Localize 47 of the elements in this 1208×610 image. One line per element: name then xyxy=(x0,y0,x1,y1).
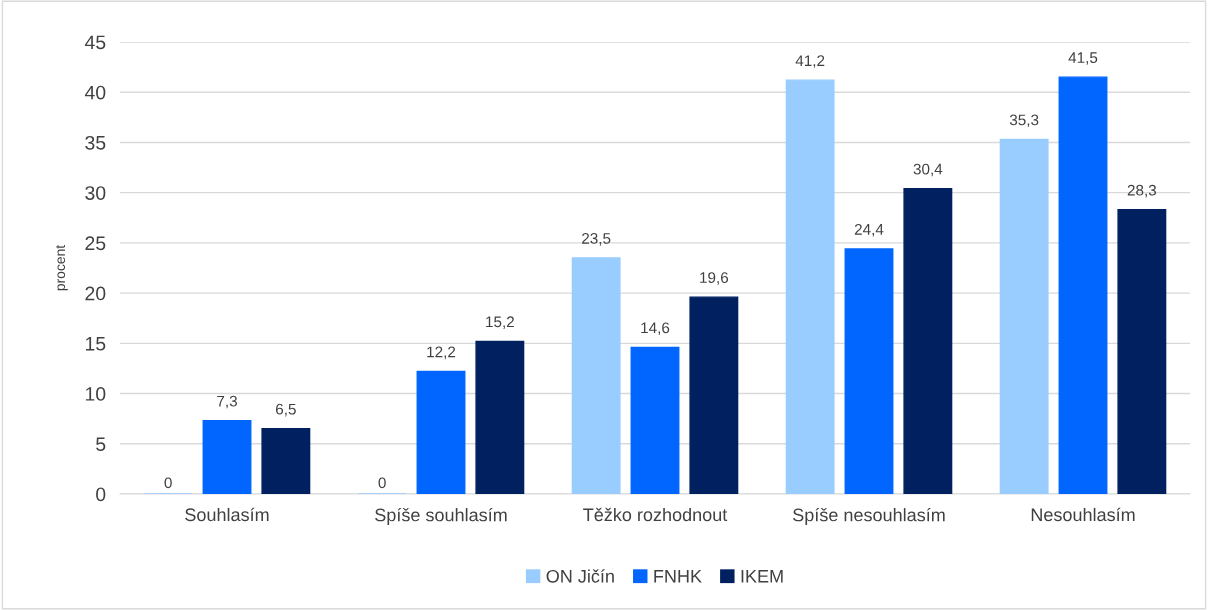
data-label: 41,2 xyxy=(795,55,825,68)
legend-label: IKEM xyxy=(741,570,783,583)
y-tick-label: 20 xyxy=(85,286,106,301)
data-label: 35,3 xyxy=(1009,114,1039,128)
data-label: 41,5 xyxy=(1068,52,1098,65)
data-label: 14,6 xyxy=(641,322,670,336)
y-tick-label: 10 xyxy=(85,387,106,401)
bar xyxy=(844,248,894,494)
bar xyxy=(630,346,680,494)
data-label: 7,3 xyxy=(217,395,237,409)
data-label: 6,5 xyxy=(276,403,296,417)
data-label: 0 xyxy=(378,477,386,489)
bar xyxy=(261,428,311,494)
bar xyxy=(416,370,466,494)
bar xyxy=(571,257,621,494)
data-label: 28,3 xyxy=(1127,184,1157,198)
y-tick-label: 45 xyxy=(84,35,106,50)
data-label: 0 xyxy=(164,477,172,489)
x-tick-label: Souhlasím xyxy=(185,507,269,522)
bar xyxy=(1117,209,1167,494)
bar xyxy=(202,419,252,494)
x-tick-label: Spíše souhlasím xyxy=(375,507,507,525)
bar xyxy=(785,79,835,494)
y-tick-label: 5 xyxy=(96,437,106,452)
legend-label: FNHK xyxy=(654,570,702,583)
y-tick-label: 30 xyxy=(85,186,106,200)
y-tick-label: 35 xyxy=(85,135,106,150)
y-tick-label: 25 xyxy=(85,236,106,251)
y-tick-label: 0 xyxy=(96,487,106,502)
y-tick-label: 40 xyxy=(84,85,106,100)
bar xyxy=(689,296,739,494)
bar xyxy=(475,340,525,494)
data-label: 19,6 xyxy=(700,272,729,285)
y-tick-label: 15 xyxy=(85,337,106,351)
x-tick-label: Nesouhlasím xyxy=(1031,507,1135,522)
data-label: 15,2 xyxy=(486,316,514,329)
y-axis-title: procent xyxy=(55,244,68,291)
data-label: 30,4 xyxy=(913,163,943,177)
legend-label: ON Jičín xyxy=(546,569,614,583)
data-label: 12,2 xyxy=(427,346,456,360)
bar xyxy=(1058,76,1108,494)
bar xyxy=(903,187,953,494)
x-tick-label: Těžko rozhodnout xyxy=(583,507,728,522)
x-tick-label: Spíše nesouhlasím xyxy=(793,507,945,525)
data-label: 23,5 xyxy=(582,233,611,246)
bar xyxy=(999,138,1049,494)
data-label: 24,4 xyxy=(854,223,884,237)
